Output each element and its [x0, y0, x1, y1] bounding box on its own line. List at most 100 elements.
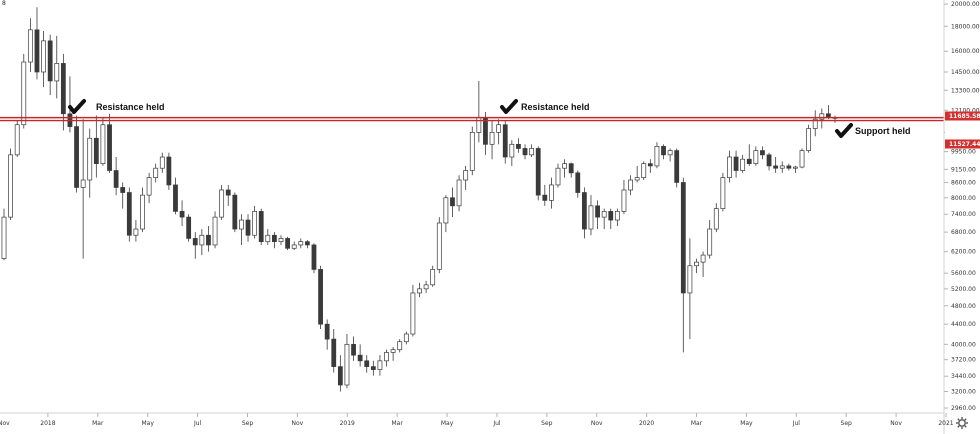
candle-body-down [575, 172, 581, 193]
candle [384, 349, 389, 367]
candle-body-up [720, 177, 726, 209]
candle-body-down [516, 143, 521, 149]
candle [469, 126, 475, 176]
price-label-bg [945, 111, 980, 121]
symbol-marker: 8 [2, 0, 6, 7]
candle [285, 236, 290, 250]
y-tick-label: 6800.00 [951, 229, 976, 236]
candle [100, 117, 106, 166]
candle-body-up [549, 184, 554, 201]
price-label-bg [945, 139, 980, 149]
candle [634, 165, 640, 183]
candle [753, 146, 759, 166]
candle [133, 220, 139, 242]
horizontal-lines[interactable] [0, 116, 944, 122]
candle-body-down [364, 360, 370, 367]
candle-body-up [390, 349, 396, 353]
candle [720, 172, 726, 212]
candle-body-up [140, 194, 145, 230]
candle-body-down [34, 29, 40, 73]
candle-body-up [410, 292, 416, 335]
candle [793, 165, 798, 173]
candle-body-up [628, 179, 633, 191]
x-tick-label: 2021 [938, 420, 953, 427]
annotation-text: Resistance held [521, 102, 590, 112]
candle [641, 161, 647, 181]
candle-body-down [126, 192, 132, 236]
candle [700, 251, 706, 277]
y-tick-label: 4000.00 [951, 341, 976, 348]
candle [140, 187, 145, 233]
x-tick-label: Jul [492, 420, 501, 427]
candle-body-up [403, 333, 409, 343]
y-tick-label: 18000.00 [951, 23, 980, 30]
candle [786, 163, 792, 171]
x-tick-label: Mar [92, 420, 104, 427]
candle [232, 192, 238, 233]
price-label-text: 11665.30 [949, 123, 980, 130]
candle-body-up [667, 150, 673, 156]
gear-icon[interactable] [956, 417, 968, 429]
checkmark-icon [68, 99, 86, 114]
candle [153, 163, 159, 183]
candle [8, 148, 13, 221]
price-label: 6d 20h [945, 128, 980, 138]
candle [430, 265, 436, 287]
y-tick-label: 9950.00 [951, 149, 976, 156]
candle-body-up [41, 40, 46, 73]
candle [390, 346, 396, 361]
x-tick-label: Mar [391, 420, 403, 427]
candle [423, 280, 429, 293]
candle [581, 187, 587, 239]
candle-body-down [47, 40, 53, 82]
candle [456, 175, 462, 212]
candle-body-up [713, 208, 719, 230]
candle-body-down [647, 163, 653, 167]
candle-body-down [680, 182, 686, 294]
candle [166, 152, 172, 190]
candle [311, 243, 317, 274]
x-axis[interactable]: Nov 2018 Mar May Jul Sep Nov 2019 Mar May Jul Sep No… [0, 413, 954, 427]
candle-body-down [337, 366, 343, 386]
candle-body-up [562, 163, 567, 169]
candle-body-down [186, 216, 192, 239]
candle-body-up [199, 234, 205, 246]
candle [318, 265, 323, 330]
candle [120, 182, 126, 209]
candle-body-up [14, 124, 20, 156]
x-tick-label: Mar [691, 420, 703, 427]
candle-body-up [146, 177, 152, 196]
annotation: Support held [835, 123, 911, 138]
candle [186, 214, 192, 242]
candle [628, 175, 633, 196]
candle-body-down [285, 238, 290, 249]
candle [27, 18, 33, 73]
candle [680, 177, 686, 353]
candle [113, 157, 119, 196]
candle [608, 208, 614, 230]
candle [252, 205, 258, 239]
candle [595, 200, 600, 230]
candle [436, 217, 442, 274]
candle [522, 144, 528, 160]
candle-body-up [417, 288, 422, 294]
candle [568, 162, 574, 178]
candle-body-up [621, 189, 627, 212]
candle [614, 208, 620, 226]
candle-body-down [324, 323, 330, 340]
y-tick-label: 4400.00 [951, 321, 976, 328]
candle-body-down [786, 165, 792, 169]
y-tick-label: 5200.00 [951, 286, 976, 293]
candle [773, 157, 779, 173]
candle-body-down [173, 184, 178, 212]
candle-body-down [746, 158, 752, 165]
candle-body-up [443, 197, 449, 224]
candle [575, 170, 581, 198]
candle-body-down [522, 148, 528, 156]
y-axis[interactable]: 20000.00 18000.00 16000.00 14500.00 13300.00… [944, 1, 980, 412]
candle-body-up [694, 261, 699, 267]
candle-body-up [687, 265, 693, 294]
candle [588, 195, 594, 236]
candle-body-down [107, 124, 112, 171]
